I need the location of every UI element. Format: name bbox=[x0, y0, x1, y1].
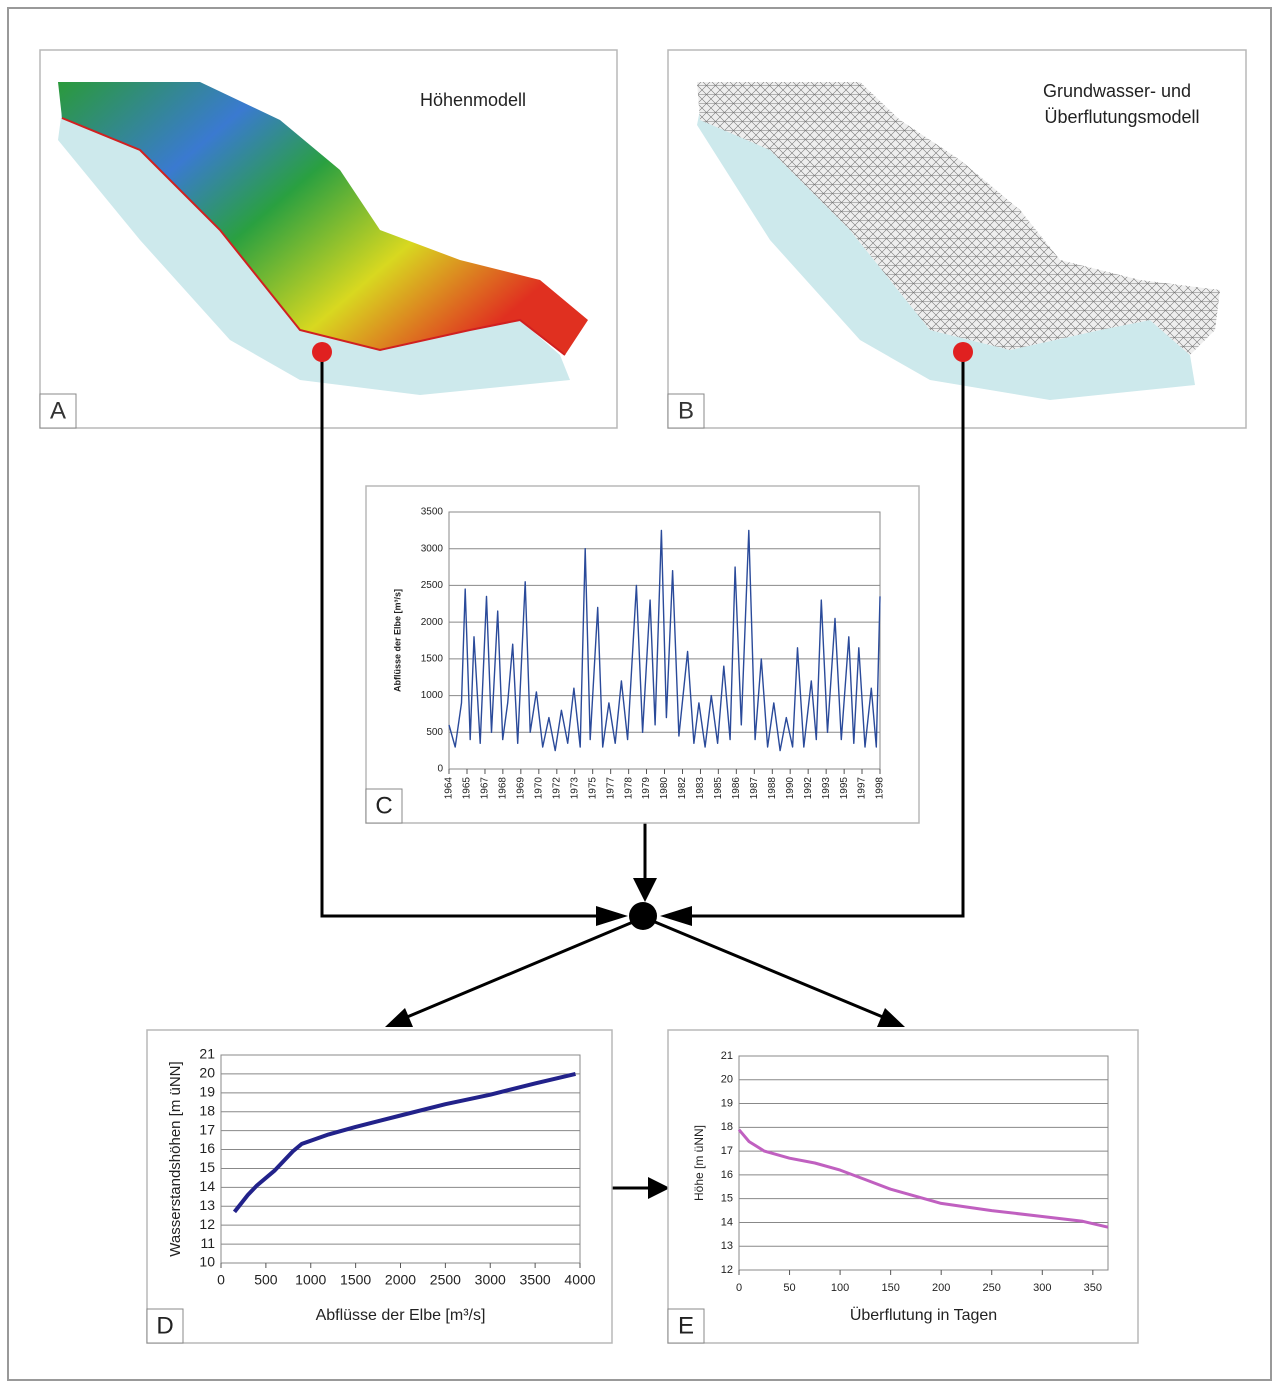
x-axis-title: Überflutung in Tagen bbox=[850, 1306, 997, 1324]
x-tick-label: 1964 bbox=[444, 777, 455, 800]
x-tick-label: 1500 bbox=[340, 1272, 371, 1288]
x-tick-label: 0 bbox=[736, 1282, 742, 1294]
y-axis-title: Wasserstandshöhen [m üNN] bbox=[167, 1061, 184, 1256]
x-tick-label: 1965 bbox=[462, 777, 473, 800]
x-tick-label: 1968 bbox=[497, 777, 508, 800]
y-tick-label: 19 bbox=[721, 1097, 733, 1109]
x-tick-label: 1973 bbox=[569, 777, 580, 800]
x-tick-label: 1982 bbox=[677, 777, 688, 800]
panel-label: C bbox=[375, 792, 392, 819]
x-tick-label: 100 bbox=[831, 1282, 849, 1294]
y-tick-label: 17 bbox=[721, 1145, 733, 1157]
y-tick-label: 12 bbox=[199, 1216, 215, 1232]
y-tick-label: 17 bbox=[199, 1121, 215, 1137]
x-tick-label: 1970 bbox=[533, 777, 544, 800]
x-tick-label: 1000 bbox=[295, 1272, 326, 1288]
x-tick-label: 350 bbox=[1084, 1282, 1102, 1294]
map-title: Höhenmodell bbox=[420, 90, 526, 110]
x-tick-label: 1987 bbox=[749, 777, 760, 800]
x-tick-label: 2000 bbox=[385, 1272, 416, 1288]
y-tick-label: 20 bbox=[721, 1074, 733, 1086]
y-tick-label: 21 bbox=[721, 1050, 733, 1062]
y-tick-label: 1000 bbox=[421, 690, 444, 701]
x-tick-label: 1975 bbox=[587, 777, 598, 800]
y-tick-label: 500 bbox=[426, 727, 443, 738]
x-tick-label: 1998 bbox=[875, 777, 886, 800]
x-axis-title: Abflüsse der Elbe [m³/s] bbox=[316, 1307, 486, 1324]
y-tick-label: 16 bbox=[199, 1140, 215, 1156]
panel-label: A bbox=[50, 397, 66, 424]
x-tick-label: 1997 bbox=[857, 777, 868, 800]
panel-label: D bbox=[156, 1312, 173, 1339]
x-tick-label: 1978 bbox=[623, 777, 634, 800]
y-tick-label: 18 bbox=[199, 1102, 215, 1118]
x-tick-label: 3000 bbox=[475, 1272, 506, 1288]
y-tick-label: 15 bbox=[721, 1193, 733, 1205]
x-tick-label: 1983 bbox=[695, 777, 706, 800]
panel-label: B bbox=[678, 397, 694, 424]
x-tick-label: 1980 bbox=[659, 777, 670, 800]
plot-area bbox=[739, 1056, 1108, 1270]
y-tick-label: 13 bbox=[199, 1197, 215, 1213]
x-tick-label: 200 bbox=[932, 1282, 950, 1294]
y-tick-label: 20 bbox=[199, 1065, 215, 1081]
y-axis-title: Höhe [m üNN] bbox=[692, 1125, 706, 1201]
x-tick-label: 50 bbox=[783, 1282, 795, 1294]
y-tick-label: 1500 bbox=[421, 653, 444, 664]
y-tick-label: 13 bbox=[721, 1240, 733, 1252]
x-tick-label: 4000 bbox=[564, 1272, 595, 1288]
map-title: Überflutungsmodell bbox=[1044, 107, 1199, 127]
y-tick-label: 21 bbox=[199, 1046, 215, 1062]
y-tick-label: 10 bbox=[199, 1254, 215, 1270]
x-tick-label: 1969 bbox=[515, 777, 526, 800]
x-tick-label: 1986 bbox=[731, 777, 742, 800]
y-tick-label: 2000 bbox=[421, 617, 444, 628]
x-tick-label: 1967 bbox=[480, 777, 491, 800]
junction bbox=[629, 902, 657, 930]
x-tick-label: 1995 bbox=[839, 777, 850, 800]
x-tick-label: 1993 bbox=[821, 777, 832, 800]
y-tick-label: 3500 bbox=[421, 507, 444, 518]
y-tick-label: 12 bbox=[721, 1264, 733, 1276]
figure: Höhenmodell A Grundwasser- und Überflutu… bbox=[0, 0, 1277, 1387]
x-tick-label: 250 bbox=[983, 1282, 1001, 1294]
x-tick-label: 1972 bbox=[551, 777, 562, 800]
x-tick-label: 150 bbox=[881, 1282, 899, 1294]
x-tick-label: 1990 bbox=[785, 777, 796, 800]
y-tick-label: 11 bbox=[200, 1235, 215, 1251]
location-dot bbox=[953, 342, 973, 362]
y-tick-label: 14 bbox=[721, 1216, 733, 1228]
x-tick-label: 1979 bbox=[641, 777, 652, 800]
y-tick-label: 3000 bbox=[421, 543, 444, 554]
x-tick-label: 3500 bbox=[520, 1272, 551, 1288]
panel-label: E bbox=[678, 1312, 694, 1339]
x-tick-label: 1988 bbox=[767, 777, 778, 800]
x-tick-label: 500 bbox=[254, 1272, 278, 1288]
x-tick-label: 0 bbox=[217, 1272, 225, 1288]
y-tick-label: 0 bbox=[437, 764, 443, 775]
x-tick-label: 300 bbox=[1033, 1282, 1051, 1294]
x-tick-label: 1992 bbox=[803, 777, 814, 800]
x-tick-label: 1985 bbox=[713, 777, 724, 800]
map-title: Grundwasser- und bbox=[1043, 81, 1191, 101]
y-tick-label: 18 bbox=[721, 1121, 733, 1133]
y-tick-label: 15 bbox=[199, 1159, 215, 1175]
y-tick-label: 2500 bbox=[421, 580, 444, 591]
x-tick-label: 2500 bbox=[430, 1272, 461, 1288]
y-tick-label: 19 bbox=[199, 1084, 215, 1100]
y-tick-label: 16 bbox=[721, 1169, 733, 1181]
y-tick-label: 14 bbox=[199, 1178, 215, 1194]
x-tick-label: 1977 bbox=[605, 777, 616, 800]
y-axis-title: Abflüsse der Elbe [m³/s] bbox=[392, 589, 402, 692]
location-dot bbox=[312, 342, 332, 362]
